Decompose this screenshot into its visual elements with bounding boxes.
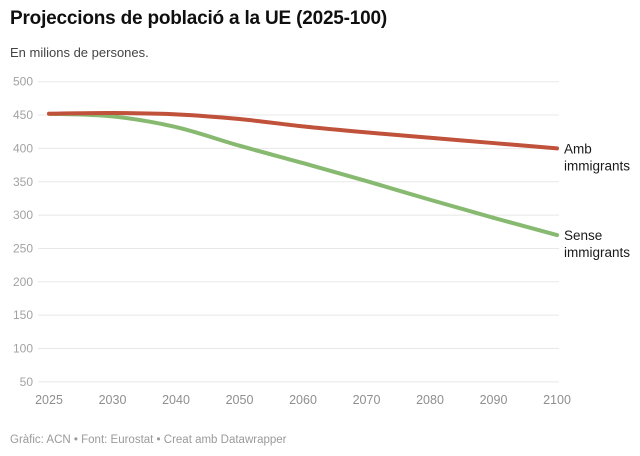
x-tick-label: 2040	[162, 393, 190, 407]
y-tick-label: 100	[13, 342, 33, 356]
x-tick-label: 2060	[289, 393, 317, 407]
series-label-amb-immigrants: Amb immigrants	[564, 141, 630, 173]
y-tick-label: 250	[13, 241, 33, 255]
x-tick-label: 2090	[480, 393, 508, 407]
y-tick-label: 350	[13, 175, 33, 189]
series-line-sense-immigrants[interactable]	[47, 111, 559, 238]
y-tick-label: 500	[13, 75, 33, 89]
y-tick-label: 400	[13, 141, 33, 155]
x-tick-label: 2030	[99, 393, 127, 407]
series-line-amb-immigrants[interactable]	[47, 111, 559, 151]
series-label-sense-immigrants: Sense immigrants	[564, 228, 630, 260]
y-tick-label: 50	[20, 375, 34, 389]
x-tick-label: 2070	[353, 393, 381, 407]
x-tick-label: 2025	[35, 393, 63, 407]
chart-subtitle: En milions de persones.	[10, 45, 149, 60]
chart-title: Projeccions de població a la UE (2025-10…	[10, 8, 388, 29]
y-tick-label: 300	[13, 208, 33, 222]
attribution-line: Gràfic: ACN • Font: Eurostat • Creat amb…	[10, 434, 287, 446]
x-tick-label: 2050	[226, 393, 254, 407]
y-tick-label: 450	[13, 108, 33, 122]
x-tick-label: 2080	[416, 393, 444, 407]
y-tick-label: 150	[13, 308, 33, 322]
y-tick-label: 200	[13, 275, 33, 289]
x-tick-label: 2100	[543, 393, 571, 407]
